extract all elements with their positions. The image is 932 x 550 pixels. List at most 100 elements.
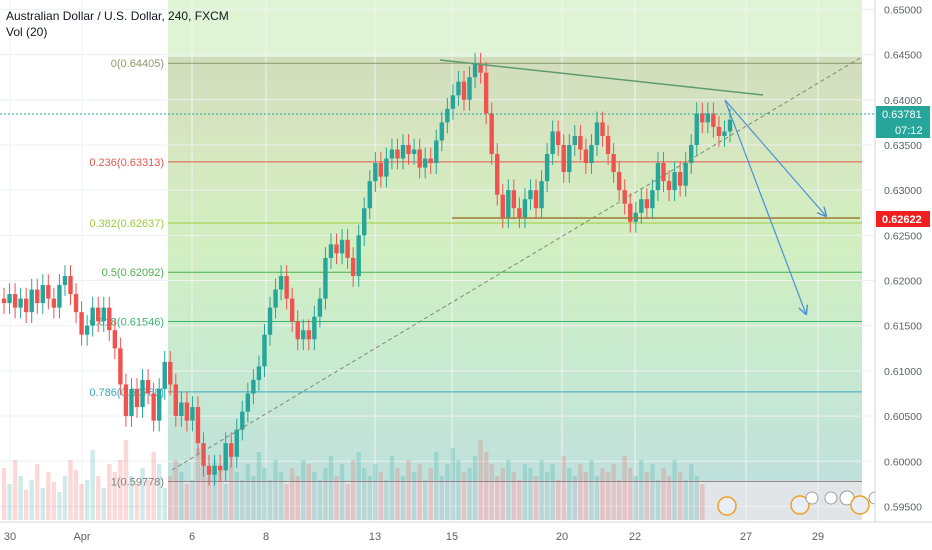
candle-body: [179, 402, 184, 417]
fib-zone-upper: [168, 0, 862, 57]
countdown-label: 07:12: [895, 125, 923, 137]
projection-arrow-1[interactable]: [724, 99, 826, 216]
symbol-title[interactable]: Australian Dollar / U.S. Dollar, 240, FX…: [6, 9, 229, 23]
candle-body: [168, 361, 173, 385]
candle-body: [278, 276, 284, 290]
volume-bar: [456, 460, 461, 520]
fib-level-label: 0.5(0.62092): [102, 267, 164, 279]
volume-bar: [633, 476, 638, 520]
current-price-tag: [876, 106, 930, 122]
time-tick-label: Apr: [73, 531, 90, 543]
volume-bar: [229, 456, 234, 520]
volume-bar: [666, 476, 672, 520]
candle-body: [672, 172, 677, 191]
volume-bar: [223, 484, 228, 520]
us-flag-icon[interactable]: [850, 495, 870, 515]
volume-bar: [173, 460, 179, 520]
candle-body: [145, 379, 151, 394]
volume-bar: [578, 464, 583, 520]
volume-bar: [73, 470, 79, 520]
candle-body: [151, 393, 156, 421]
volume-bar: [267, 480, 273, 520]
candle-body: [267, 307, 273, 335]
volume-bar: [639, 460, 644, 520]
candle-body: [639, 199, 644, 213]
candle-body: [528, 190, 533, 200]
volume-bar: [317, 480, 323, 520]
volume-bar: [583, 472, 589, 520]
candle-body: [450, 95, 456, 109]
candle-body: [162, 361, 167, 389]
volume-bar: [145, 480, 151, 520]
event-badge-icon[interactable]: [824, 491, 838, 505]
candle-body: [339, 239, 345, 254]
candle-body: [62, 276, 68, 286]
time-tick-label: 22: [629, 531, 641, 543]
projection-arrow-2[interactable]: [724, 99, 806, 314]
candle-body: [555, 131, 561, 145]
volume-bar: [694, 476, 699, 520]
fib-level-label: 0.382(0.62637): [89, 218, 164, 230]
volume-bar: [644, 472, 650, 520]
candle-body: [472, 63, 478, 78]
candle-body: [184, 402, 190, 421]
price-tick-label: 0.60500: [884, 411, 922, 423]
volume-bar: [528, 468, 533, 520]
candle-body: [217, 465, 223, 471]
candle-body: [46, 285, 51, 299]
volume-bar: [328, 456, 334, 520]
candle-body: [511, 190, 517, 209]
candle-body: [51, 298, 57, 308]
fibonacci-levels: 0(0.64405) 0.236(0.63313) 0.382(0.62637) 0.…: [89, 58, 862, 488]
candle-body: [650, 190, 655, 209]
candle-body: [345, 239, 350, 258]
candle-body: [666, 181, 672, 191]
candle-body: [79, 312, 84, 335]
candle-body: [417, 149, 422, 168]
us-flag-icon[interactable]: [717, 496, 737, 516]
volume-bar: [184, 484, 190, 520]
volume-bar: [616, 480, 622, 520]
candle-body: [517, 208, 522, 218]
volume-bar: [478, 440, 483, 520]
volume-bar: [605, 472, 611, 520]
candle-body: [156, 388, 162, 421]
event-badge-icon[interactable]: [805, 491, 819, 505]
candle-body: [689, 144, 694, 164]
time-tick-label: 27: [740, 531, 752, 543]
price-tick-label: 0.63500: [884, 140, 922, 152]
fib-level-label: 1(0.59778): [111, 476, 164, 488]
volume-bar: [461, 472, 467, 520]
descending-trendline[interactable]: [439, 59, 764, 96]
volume-bar: [434, 452, 439, 520]
volume-bar: [262, 468, 267, 520]
candle-body: [478, 63, 483, 73]
candle-body: [677, 172, 683, 186]
volume-indicator-label[interactable]: Vol (20): [6, 25, 48, 39]
volume-bar: [511, 472, 517, 520]
volume-bar: [472, 456, 478, 520]
volume-bar: [46, 472, 51, 520]
diagonal-trendline[interactable]: [171, 57, 861, 471]
candle-body: [456, 81, 461, 96]
candle-body: [716, 126, 722, 136]
candle-body: [461, 81, 467, 100]
candle-body: [367, 181, 372, 209]
time-tick-label: 20: [556, 531, 568, 543]
candle-body: [206, 465, 212, 475]
volume-bar: [467, 468, 472, 520]
volume-bar: [79, 484, 84, 520]
time-axis[interactable]: [0, 522, 932, 550]
candle-body: [683, 163, 688, 186]
current-price-label: 0.63781: [882, 109, 922, 121]
price-tick-label: 0.61000: [884, 366, 922, 378]
volume-bar: [107, 464, 112, 520]
candle-body: [29, 289, 34, 313]
us-flag-icon[interactable]: [790, 495, 810, 515]
price-axis[interactable]: [875, 0, 932, 522]
candle-body: [589, 144, 594, 164]
volume-bar: [40, 488, 45, 520]
volume-bar: [57, 492, 62, 520]
volume-bar: [384, 480, 389, 520]
